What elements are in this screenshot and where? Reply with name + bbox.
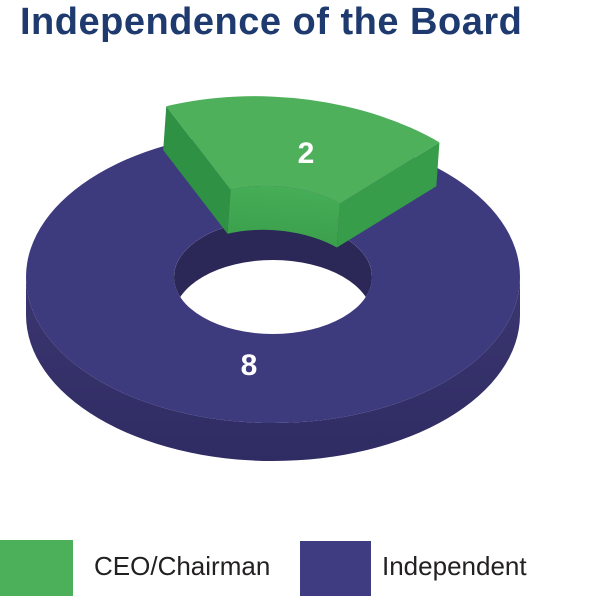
ceo-slice-inner-wall (227, 185, 340, 248)
ceo-slice-top-surface (166, 96, 440, 204)
ceo-slice-right-cut-face (336, 142, 440, 248)
ceo-slice-value-label: 2 (298, 137, 315, 170)
independent-slice-side-face (26, 277, 520, 461)
legend-label-independent: Independent (382, 551, 527, 581)
ceo-slice-left-cut-face (163, 106, 231, 234)
independent-slice-value-label: 8 (241, 349, 258, 382)
legend-swatch-ceo-chairman (0, 540, 73, 596)
legend-swatch-independent (300, 541, 371, 596)
legend-label-ceo-chairman: CEO/Chairman (94, 551, 271, 581)
ceo-chairman-slice (163, 96, 440, 248)
donut-hole-inner-wall (174, 220, 372, 317)
legend-swatch-independent-rect (300, 541, 371, 596)
legend-swatch-ceo-chairman-rect (0, 540, 73, 596)
chart-title: Independence of the Board (20, 1, 523, 43)
